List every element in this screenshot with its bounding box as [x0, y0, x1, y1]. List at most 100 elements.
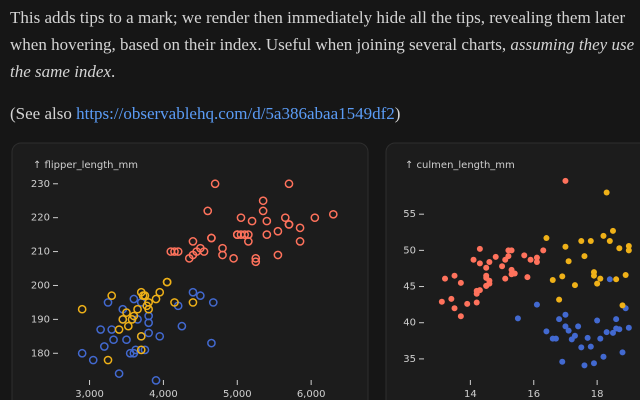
dot	[155, 287, 165, 297]
dot	[280, 213, 290, 223]
y-tick-label: 180	[31, 348, 50, 359]
dot	[151, 376, 161, 385]
dot	[609, 227, 616, 234]
y-tick-label: 35	[403, 354, 416, 365]
dot	[597, 275, 604, 282]
dot	[129, 311, 139, 321]
dot	[122, 308, 131, 317]
dot	[613, 325, 620, 332]
dot	[170, 298, 179, 307]
dot	[328, 209, 338, 219]
dot	[540, 247, 547, 254]
dot	[199, 247, 209, 256]
dot	[559, 273, 566, 280]
dot	[609, 329, 616, 336]
dot	[114, 369, 124, 378]
dot	[210, 179, 220, 189]
dot	[442, 275, 449, 282]
dot	[251, 254, 261, 263]
y-tick-label: 220	[31, 213, 50, 224]
dot	[581, 362, 588, 369]
dot	[77, 348, 87, 358]
dot	[136, 287, 146, 297]
dot	[508, 247, 515, 254]
dot	[129, 348, 139, 358]
dot	[559, 358, 566, 365]
dot	[118, 315, 128, 324]
dot	[114, 325, 124, 334]
dot	[170, 247, 179, 256]
y-axis-label: ↑ flipper_length_mm	[33, 160, 138, 171]
dot	[236, 213, 246, 223]
dot	[533, 254, 540, 261]
dot	[473, 290, 480, 297]
dot	[613, 276, 620, 283]
dot	[207, 338, 216, 348]
dot	[619, 349, 626, 356]
dot	[606, 237, 613, 244]
dot	[208, 298, 218, 307]
dot	[448, 295, 455, 302]
dot	[218, 250, 227, 260]
dot	[594, 280, 601, 287]
dot	[123, 321, 133, 331]
dot	[590, 360, 597, 367]
dot	[166, 247, 176, 256]
x-tick-label: 16	[527, 389, 540, 400]
dot	[140, 345, 150, 355]
y-tick-label: 210	[31, 247, 50, 258]
dot	[438, 298, 445, 305]
dot	[236, 230, 246, 239]
dot	[295, 223, 305, 233]
dot	[543, 235, 550, 242]
dot	[533, 301, 540, 308]
dot	[122, 335, 131, 345]
dot	[533, 258, 540, 265]
y-tick-label: 45	[403, 282, 416, 293]
dot	[144, 328, 153, 338]
x-tick-label: 6,000	[297, 389, 326, 400]
dot	[556, 316, 563, 323]
dot	[129, 294, 139, 304]
x-tick-label: 18	[591, 389, 604, 400]
dot	[562, 243, 569, 250]
dot	[578, 237, 585, 244]
dot	[136, 331, 146, 341]
dot	[188, 287, 198, 297]
dot	[203, 206, 213, 216]
dot	[508, 266, 515, 273]
dot	[473, 299, 480, 306]
dot	[188, 298, 198, 307]
dot	[162, 277, 172, 287]
dot	[107, 291, 117, 300]
dot	[457, 279, 464, 286]
see-also-text: )	[394, 104, 401, 123]
dot	[258, 196, 268, 206]
dot	[207, 233, 216, 243]
y-tick-label: 190	[31, 314, 50, 325]
dot	[133, 304, 142, 314]
dot	[587, 343, 594, 350]
dot	[587, 237, 594, 244]
dot	[284, 220, 294, 229]
link[interactable]: https://observablehq.com/d/5a386abaa1549…	[76, 104, 395, 123]
dot	[625, 243, 632, 250]
dot	[603, 189, 610, 196]
dot	[619, 302, 626, 309]
dot	[77, 304, 87, 314]
y-tick-label: 230	[31, 179, 50, 190]
dot	[565, 258, 572, 265]
dot	[590, 269, 597, 276]
dot	[258, 206, 268, 216]
dot	[600, 232, 607, 239]
dot	[581, 253, 588, 260]
y-tick-label: 200	[31, 280, 50, 291]
dot	[594, 317, 601, 324]
dot	[600, 353, 607, 360]
intro-text: .	[111, 62, 116, 81]
dot	[552, 335, 559, 342]
dot	[556, 296, 563, 303]
dot	[483, 264, 490, 271]
intro-paragraph: This adds tips to a mark; we render then…	[10, 4, 635, 85]
